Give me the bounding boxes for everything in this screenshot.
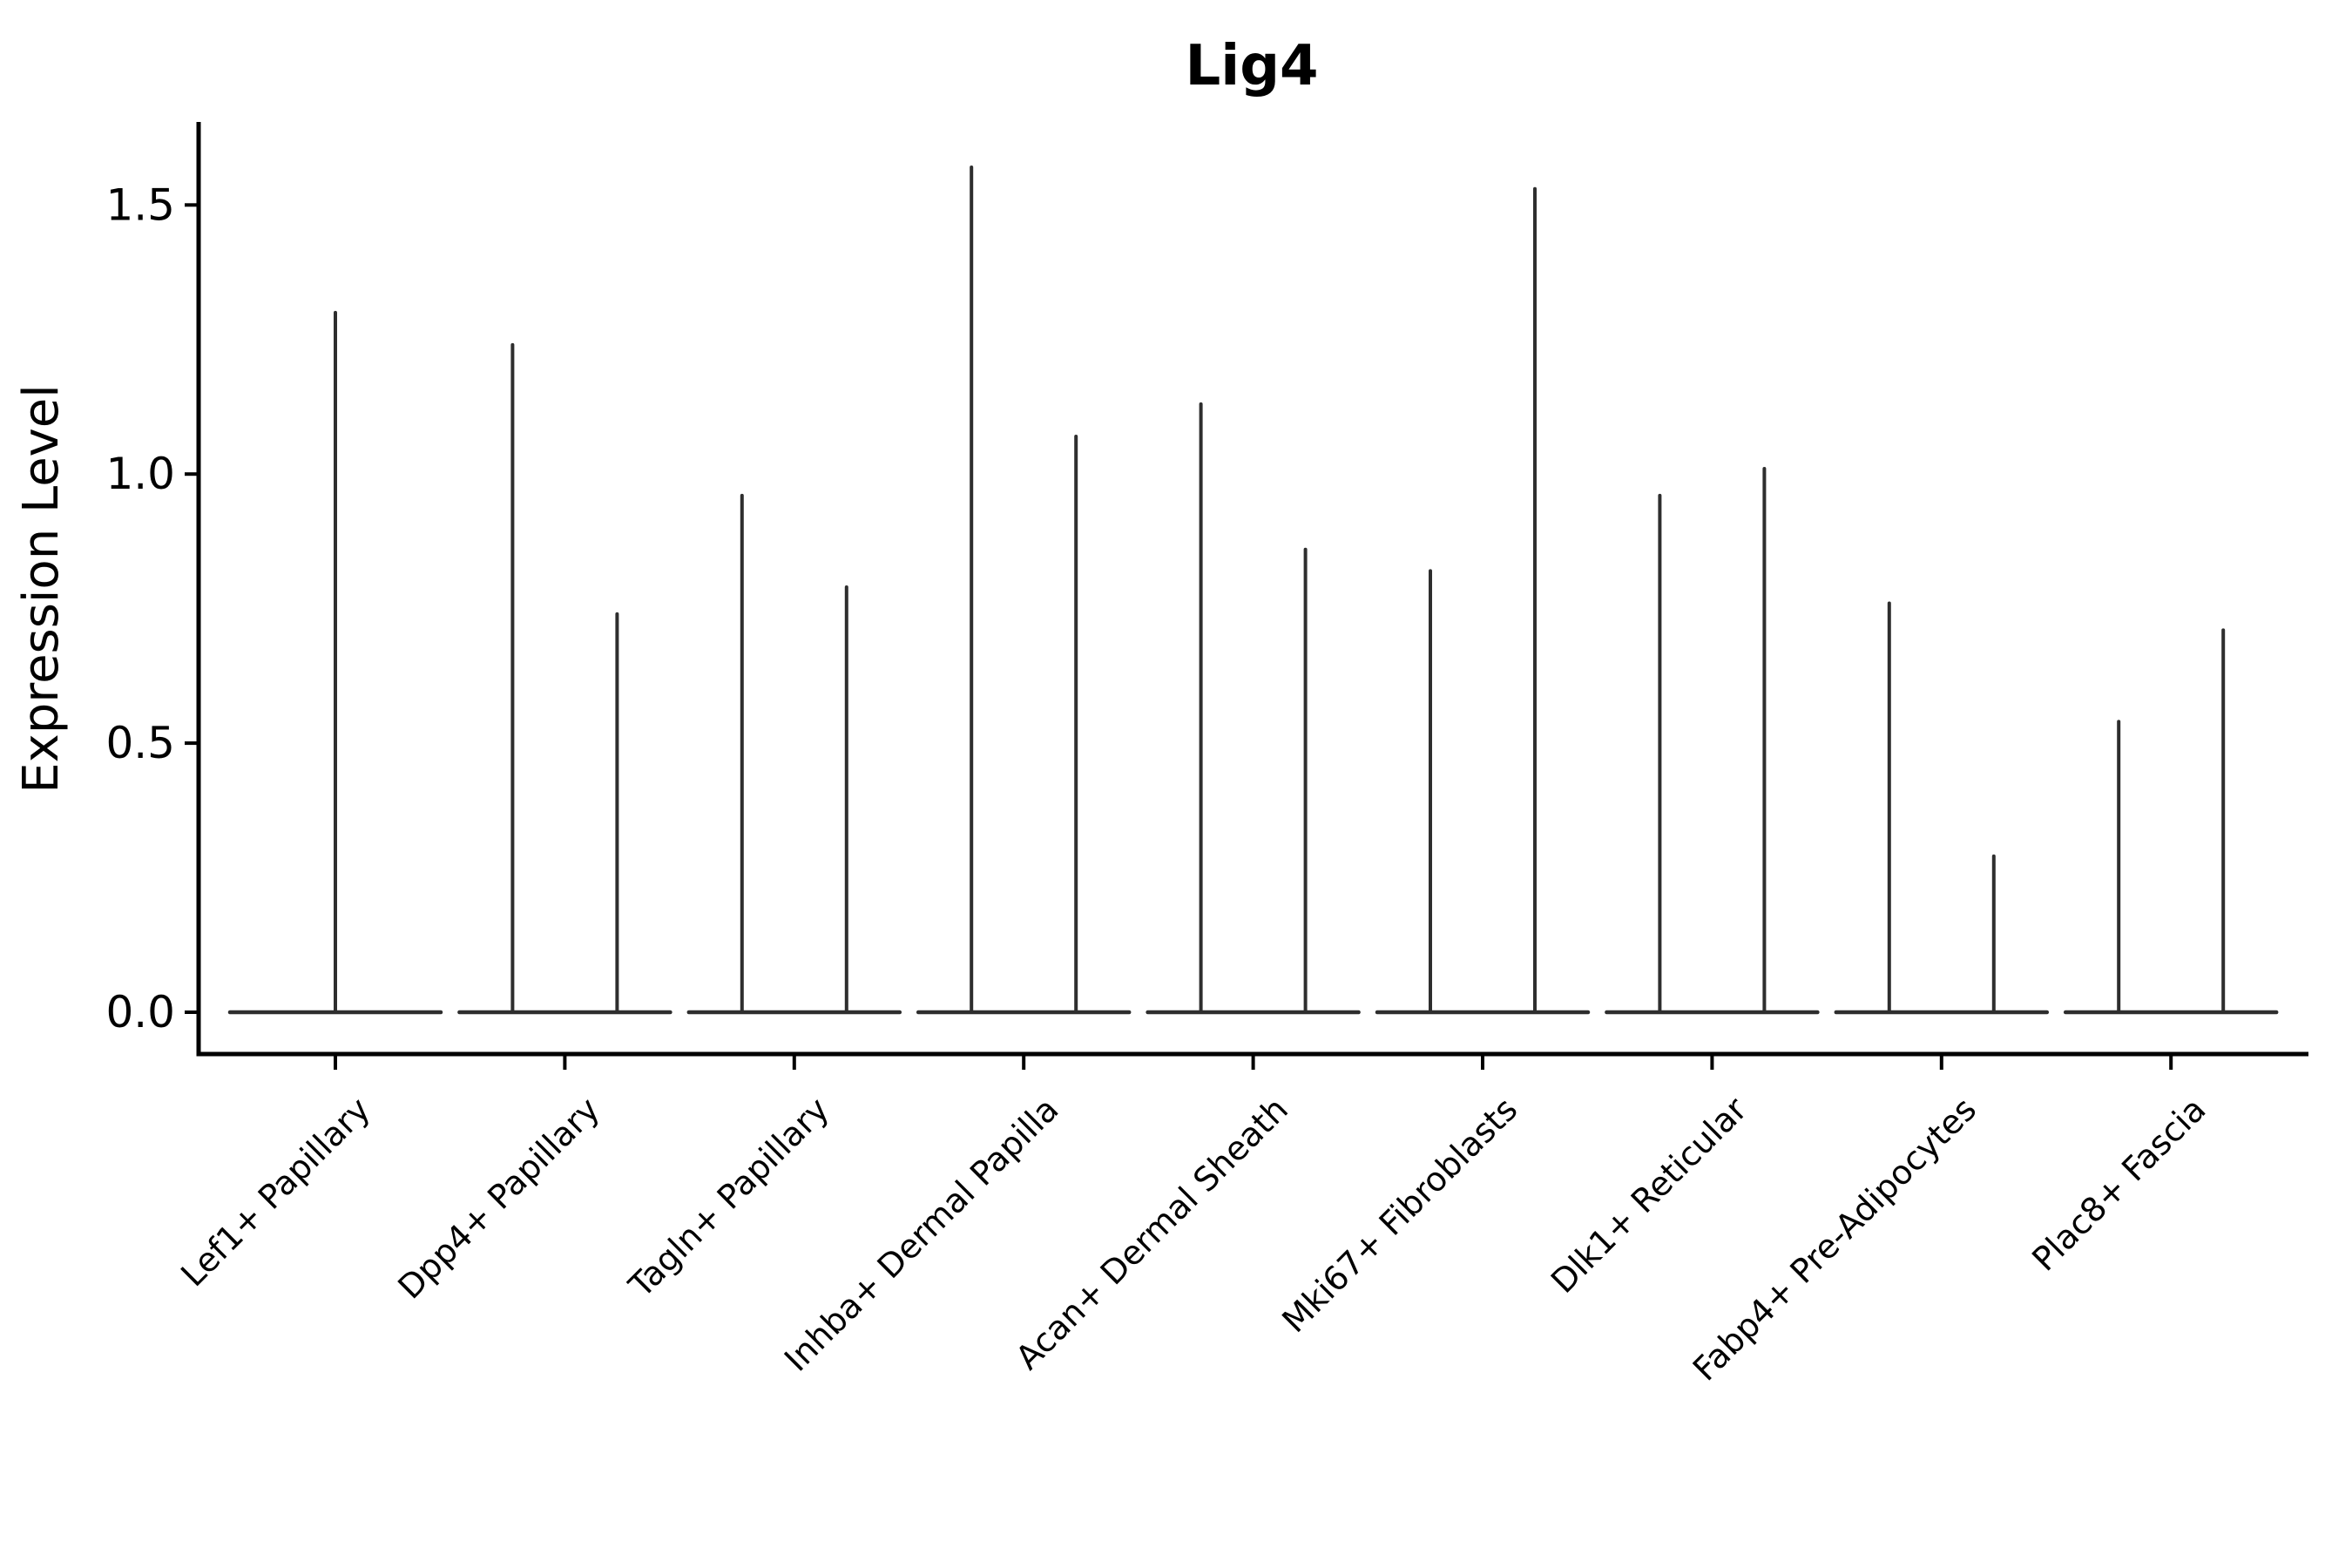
y-axis-label: Expression Level [13,384,70,794]
plot-root: 0.0 0.5 1.0 1.5 Lef1+ Papillary Dpp4+ Papilla… [105,122,2308,1389]
x-tick-label: Mki67+ Fibroblasts [1274,1090,1524,1340]
y-tick-label: 0.0 [105,987,175,1037]
x-tick-label: Acan+ Dermal Sheath [1009,1090,1295,1376]
y-tick-label: 1.5 [105,179,175,230]
x-tick-label: Lef1+ Papillary [173,1090,377,1294]
y-tick-label: 1.0 [105,449,175,499]
y-tick-label: 0.5 [105,718,175,768]
x-tick-label: Dlk1+ Reticular [1544,1090,1754,1301]
x-tick-label: Tagln+ Papillary [621,1090,836,1305]
chart-title: Lig4 [1185,34,1318,98]
x-tick-label: Dpp4+ Papillary [390,1090,606,1306]
x-tick-label: Plac8+ Fascia [2024,1090,2213,1278]
